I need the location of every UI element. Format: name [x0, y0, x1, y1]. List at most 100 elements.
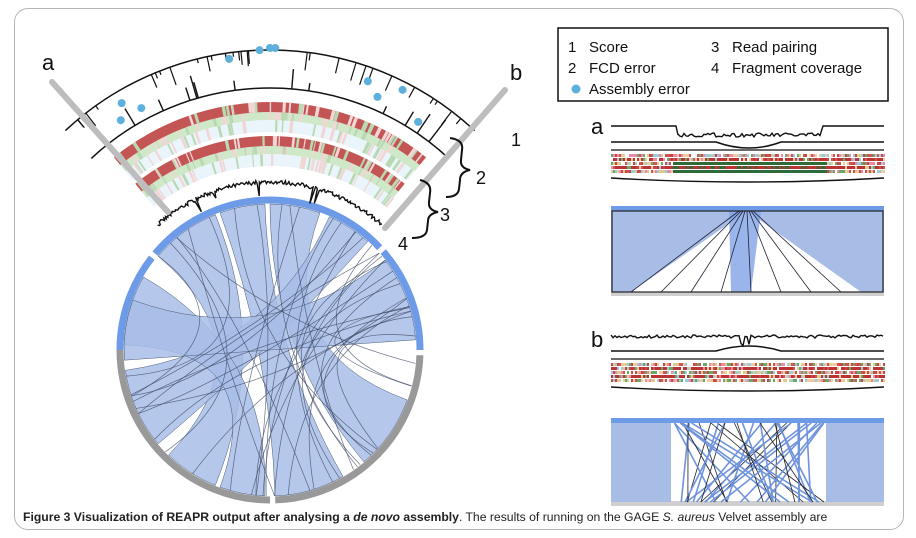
zoom-heat-cell [627, 170, 629, 173]
zoom-heat-cell [635, 154, 637, 157]
heatmap-stripe [290, 112, 293, 121]
brace-track-3 [411, 179, 439, 239]
zoom-heat-cell [745, 379, 747, 382]
zoom-heat-cell [663, 162, 665, 165]
zoom-heat-cell [813, 154, 815, 157]
zoom-heat-cell [819, 367, 821, 370]
zoom-heat-cell [747, 379, 749, 382]
zoom-heat-cell [737, 162, 739, 165]
zoom-heat-cell [793, 367, 795, 370]
zoom-heat-cell [855, 166, 857, 169]
heatmap-stripe [343, 150, 350, 161]
zoom-link-border [611, 210, 884, 293]
zoom-heat-cell [879, 363, 881, 366]
zoom-heat-cell [677, 375, 679, 378]
zoom-heat-cell [783, 371, 785, 374]
score-tick [304, 52, 308, 71]
zoom-heat-cell [707, 170, 709, 173]
zoom-heat-cell [761, 371, 763, 374]
chord-line [136, 298, 407, 409]
zoom-heat-cell [679, 367, 681, 370]
zoom-heat-cell [857, 375, 859, 378]
zoom-heat-cell [879, 367, 881, 370]
zoom-heat-cell [709, 170, 711, 173]
zoom-heat-cell [833, 154, 835, 157]
zoom-heat-cell [711, 154, 713, 157]
zoom-heat-cell [753, 166, 755, 169]
zoom-heat-cell [611, 162, 613, 165]
zoom-heat-cell [625, 367, 627, 370]
zoom-heat-cell [639, 170, 641, 173]
zoom-heat-cell [829, 379, 831, 382]
zoom-heat-cell [799, 363, 801, 366]
zoom-heat-cell [853, 158, 855, 161]
zoom-heat-cell [713, 375, 715, 378]
zoom-heat-cell [795, 375, 797, 378]
zoom-heat-cell [869, 162, 871, 165]
zoom-heat-cell [847, 367, 849, 370]
zoom-heat-cell [825, 375, 827, 378]
zoom-heat-cell [801, 166, 803, 169]
zoom-heat-cell [661, 154, 663, 157]
zoom-heat-cell [837, 158, 839, 161]
zoom-heat-cell [663, 158, 665, 161]
heatmap-stripe [362, 170, 368, 179]
heatmap-stripe [233, 138, 238, 149]
zoom-heat-cell [731, 162, 733, 165]
heatmap-stripe [136, 181, 144, 191]
zoom-heat-cell [613, 158, 615, 161]
zoom-heat-cell [695, 371, 697, 374]
zoom-heat-cell [715, 363, 717, 366]
zoom-heat-cell [641, 154, 643, 157]
zoom-heat-cell [861, 158, 863, 161]
zoom-heat-cell [735, 371, 737, 374]
zoom-heat-cell [755, 379, 757, 382]
heatmap-stripe [360, 169, 366, 178]
zoom-heat-cell [689, 166, 691, 169]
zoom-link-line [797, 422, 801, 503]
zoom-heat-cell [773, 367, 775, 370]
zoom-heat-cell [837, 166, 839, 169]
zoom-heat-cell [733, 367, 735, 370]
zoom-heat-cell [757, 154, 759, 157]
zoom-heat-cell [855, 162, 857, 165]
zoom-heat-cell [679, 154, 681, 157]
zoom-heat-cell [677, 170, 679, 173]
zoom-heat-cell [829, 162, 831, 165]
zoom-heat-cell [711, 158, 713, 161]
zoom-heat-cell [733, 363, 735, 366]
zoom-heat-cell [793, 162, 795, 165]
heatmap-stripe [362, 141, 371, 154]
zoom-heat-cell [691, 375, 693, 378]
heatmap-stripe [381, 193, 390, 205]
zoom-heat-cell [847, 379, 849, 382]
zoom-heat-cell [665, 363, 667, 366]
zoom-heat-cell [845, 371, 847, 374]
score-tick [196, 58, 199, 64]
chord-line [165, 242, 228, 453]
zoom-heat-cell [709, 375, 711, 378]
zoom-heat-cell [719, 363, 721, 366]
zoom-heat-cell [675, 367, 677, 370]
zoom-heat-cell [769, 170, 771, 173]
zoom-heat-cell [673, 375, 675, 378]
zoom-heat-cell [667, 170, 669, 173]
zoom-heat-cell [781, 166, 783, 169]
heatmap-stripe [252, 146, 255, 155]
heatmap-stripe [360, 131, 367, 140]
zoom-heat-cell [669, 375, 671, 378]
zoom-heat-cell [629, 371, 631, 374]
zoom-heat-cell [649, 371, 651, 374]
chord-line [274, 255, 383, 496]
zoom-heat-cell [637, 162, 639, 165]
zoom-heat-cell [651, 154, 653, 157]
zoom-heat-cell [749, 379, 751, 382]
zoom-heat-cell [719, 367, 721, 370]
zoom-heat-cell [689, 154, 691, 157]
zoom-heat-cell [713, 363, 715, 366]
zoom-heat-cell [647, 162, 649, 165]
zoom-link-line [741, 422, 774, 503]
zoom-heat-cell [831, 363, 833, 366]
zoom-heat-cell [623, 158, 625, 161]
zoom-heat-cell [621, 170, 623, 173]
